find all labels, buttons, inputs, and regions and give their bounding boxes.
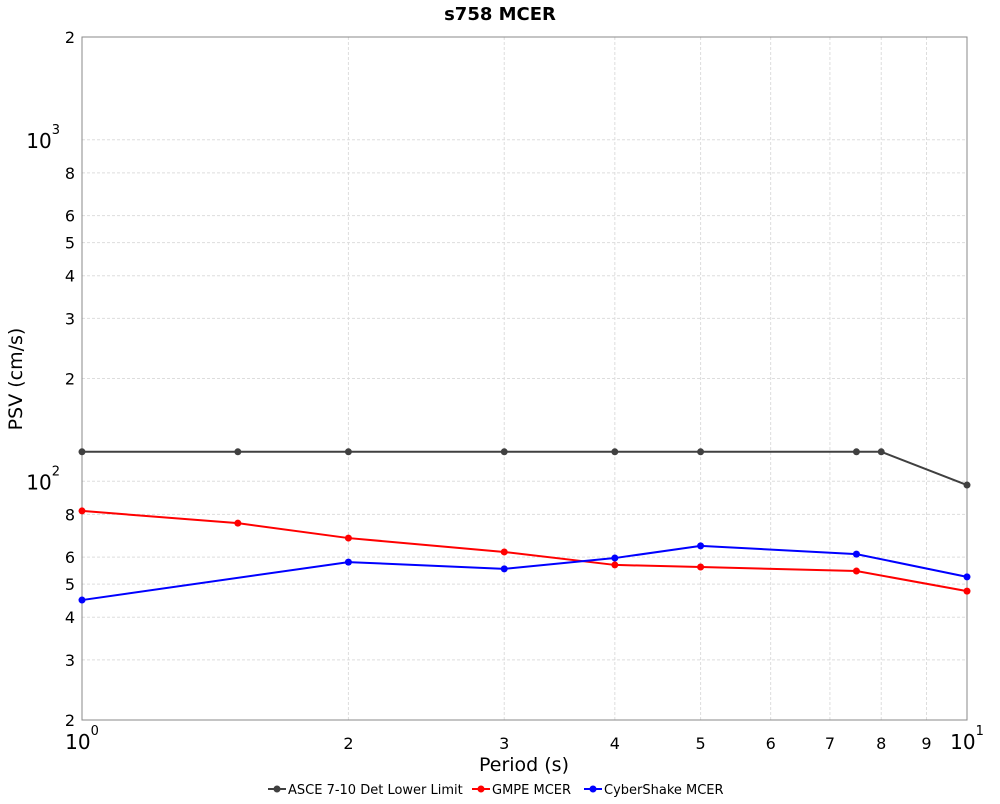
y-tick-base: 8 xyxy=(65,505,75,524)
x-tick-base: 7 xyxy=(825,734,835,753)
data-point xyxy=(344,534,352,542)
x-tick-label: 100 xyxy=(65,724,99,754)
legend-marker xyxy=(589,785,597,793)
y-tick-label: 4 xyxy=(65,608,75,627)
y-tick-label: 3 xyxy=(65,651,75,670)
y-tick-label: 8 xyxy=(65,164,75,183)
y-tick-label: 2 xyxy=(65,28,75,47)
legend-item: ASCE 7-10 Det Lower Limit xyxy=(268,783,463,798)
y-tick-label: 102 xyxy=(26,464,60,494)
data-point xyxy=(234,519,242,527)
x-tick-label: 6 xyxy=(766,734,776,753)
y-tick-label: 2 xyxy=(65,370,75,389)
series-line xyxy=(81,509,968,593)
y-axis-label: PSV (cm/s) xyxy=(5,328,27,431)
y-tick-base: 6 xyxy=(65,548,75,567)
data-point xyxy=(611,561,619,569)
y-tick-base: 2 xyxy=(65,370,75,389)
x-tick-label: 9 xyxy=(921,734,931,753)
x-tick-label: 5 xyxy=(695,734,705,753)
data-point xyxy=(234,448,242,456)
y-tick-label: 5 xyxy=(65,234,75,253)
x-tick-base: 8 xyxy=(876,734,886,753)
legend-label: CyberShake MCER xyxy=(604,783,724,798)
y-tick-exponent: 3 xyxy=(52,123,60,138)
data-point xyxy=(344,558,352,566)
data-point xyxy=(697,448,705,456)
data-point xyxy=(852,567,860,575)
x-tick-label: 8 xyxy=(876,734,886,753)
y-tick-label: 4 xyxy=(65,267,75,286)
plot-area xyxy=(81,36,968,721)
data-point xyxy=(78,448,86,456)
y-tick-label: 2 xyxy=(65,711,75,730)
data-point xyxy=(963,481,971,489)
y-tick-base: 3 xyxy=(65,651,75,670)
legend-label: GMPE MCER xyxy=(492,783,571,798)
y-tick-label: 8 xyxy=(65,505,75,524)
data-point xyxy=(500,548,508,556)
data-point xyxy=(877,448,885,456)
data-point xyxy=(852,448,860,456)
data-point xyxy=(78,507,86,515)
legend-item: GMPE MCER xyxy=(472,783,571,798)
y-tick-label: 6 xyxy=(65,207,75,226)
x-tick-label: 4 xyxy=(610,734,620,753)
y-tick-label: 103 xyxy=(26,123,60,153)
data-point xyxy=(344,448,352,456)
x-tick-label: 3 xyxy=(499,734,509,753)
x-tick-label: 101 xyxy=(950,724,984,754)
data-point xyxy=(500,565,508,573)
legend-item: CyberShake MCER xyxy=(584,783,724,798)
y-tick-label: 5 xyxy=(65,575,75,594)
y-tick-label: 3 xyxy=(65,309,75,328)
y-tick-base: 8 xyxy=(65,164,75,183)
x-tick-base: 6 xyxy=(766,734,776,753)
x-tick-base: 10 xyxy=(950,730,975,754)
y-tick-base: 6 xyxy=(65,207,75,226)
x-tick-exponent: 1 xyxy=(976,724,984,739)
x-tick-exponent: 0 xyxy=(91,724,99,739)
x-tick-base: 9 xyxy=(921,734,931,753)
data-point xyxy=(500,448,508,456)
x-tick-base: 4 xyxy=(610,734,620,753)
x-tick-label: 7 xyxy=(825,734,835,753)
data-point xyxy=(852,550,860,558)
y-tick-base: 5 xyxy=(65,575,75,594)
legend-marker xyxy=(273,785,281,793)
y-tick-base: 4 xyxy=(65,608,75,627)
data-point xyxy=(963,573,971,581)
data-point xyxy=(78,596,86,604)
y-tick-base: 10 xyxy=(26,129,51,153)
y-tick-base: 10 xyxy=(26,470,51,494)
y-tick-base: 2 xyxy=(65,711,75,730)
data-point xyxy=(963,587,971,595)
y-tick-base: 5 xyxy=(65,234,75,253)
x-axis-label: Period (s) xyxy=(479,754,569,776)
x-tick-base: 10 xyxy=(65,730,90,754)
data-point xyxy=(697,563,705,571)
x-tick-base: 3 xyxy=(499,734,509,753)
chart-title: s758 MCER xyxy=(444,4,556,25)
y-tick-base: 3 xyxy=(65,309,75,328)
y-tick-base: 2 xyxy=(65,28,75,47)
legend-marker xyxy=(477,785,485,793)
data-point xyxy=(611,448,619,456)
x-tick-label: 2 xyxy=(343,734,353,753)
data-point xyxy=(611,554,619,562)
legend-label: ASCE 7-10 Det Lower Limit xyxy=(288,783,463,798)
y-tick-label: 6 xyxy=(65,548,75,567)
x-tick-base: 5 xyxy=(695,734,705,753)
y-tick-exponent: 2 xyxy=(52,464,60,479)
data-point xyxy=(697,542,705,550)
y-tick-base: 4 xyxy=(65,267,75,286)
series-line xyxy=(82,450,968,486)
x-tick-base: 2 xyxy=(343,734,353,753)
